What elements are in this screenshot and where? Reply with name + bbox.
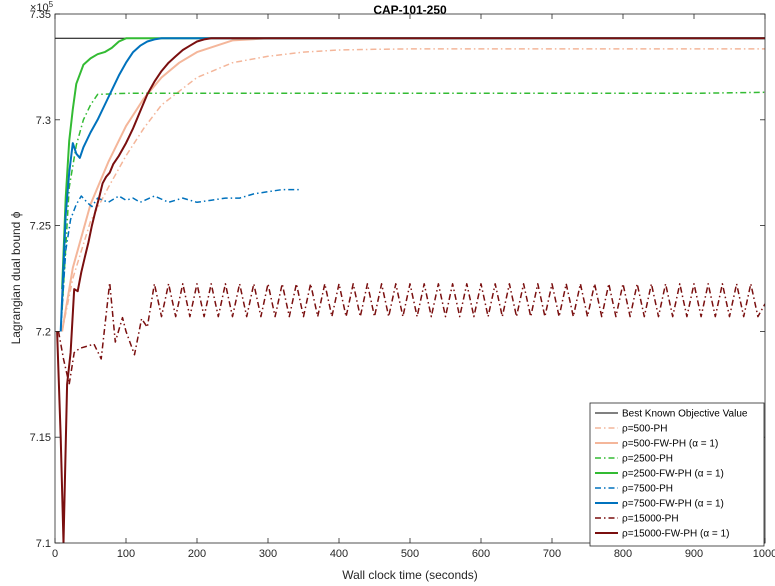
y-tick-label: 7.35 — [30, 9, 51, 21]
x-tick-label: 600 — [472, 548, 490, 560]
y-axis-multiplier: ×105 — [30, 0, 54, 14]
legend-entry: ρ=15000-FW-PH (α = 1) — [622, 529, 729, 540]
x-tick-label: 100 — [117, 548, 135, 560]
x-axis-label: Wall clock time (seconds) — [342, 568, 478, 582]
x-tick-label: 400 — [330, 548, 348, 560]
x-tick-label: 0 — [52, 548, 58, 560]
y-tick-label: 7.25 — [30, 221, 51, 233]
y-axis: 7.1 7.15 7.2 7.25 7.3 7.35 — [30, 9, 765, 550]
x-tick-label: 300 — [259, 548, 277, 560]
legend: Best Known Objective Value ρ=500-PH ρ=500-… — [589, 402, 765, 547]
x-tick-label: 200 — [188, 548, 206, 560]
legend-entry: ρ=500-FW-PH (α = 1) — [622, 439, 718, 450]
y-tick-label: 7.1 — [36, 538, 51, 550]
legend-entry: ρ=500-PH — [622, 424, 667, 435]
y-axis-label: Lagrangian dual bound ϕ — [9, 211, 23, 344]
legend-entry: ρ=7500-PH — [622, 484, 673, 495]
x-axis: 0 100 200 300 400 500 600 700 800 900 1000 — [52, 14, 775, 560]
y-tick-label: 7.3 — [36, 115, 51, 127]
legend-entry: ρ=7500-FW-PH (α = 1) — [622, 499, 724, 510]
x-tick-label: 900 — [685, 548, 703, 560]
legend-entry: ρ=15000-PH — [622, 514, 679, 525]
legend-entry: ρ=2500-PH — [622, 454, 673, 465]
series-layer — [55, 37, 765, 543]
series-line-1 — [61, 48, 765, 332]
series-line-7 — [57, 281, 765, 386]
series-line-8 — [56, 37, 765, 543]
legend-box — [589, 402, 765, 547]
legend-entry: ρ=2500-FW-PH (α = 1) — [622, 469, 724, 480]
series-line-3 — [61, 91, 765, 311]
x-tick-label: 800 — [614, 548, 632, 560]
x-tick-label: 700 — [543, 548, 561, 560]
y-tick-label: 7.15 — [30, 432, 51, 444]
series-line-5 — [59, 188, 300, 332]
y-tick-label: 7.2 — [36, 326, 51, 338]
x-tick-label: 1000 — [753, 548, 775, 560]
chart-title: CAP-101-250 — [373, 3, 447, 17]
x-tick-label: 500 — [401, 548, 419, 560]
legend-entry: Best Known Objective Value — [622, 409, 748, 420]
